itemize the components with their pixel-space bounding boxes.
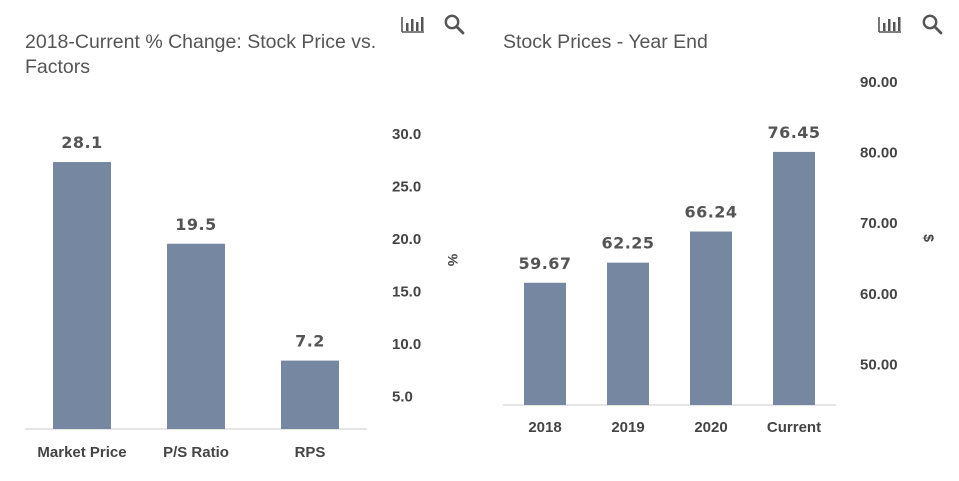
bar[interactable] (690, 231, 732, 405)
y-tick-label: 90.00 (860, 74, 898, 91)
x-tick-label: 2019 (611, 419, 644, 436)
chart-stock-prices: Stock Prices - Year End 59.67 62.25 66.24 7… (503, 14, 944, 436)
search-icon[interactable] (444, 14, 466, 36)
y-axis-label: % (445, 254, 461, 267)
bar[interactable] (281, 360, 339, 429)
y-tick-label: 50.00 (860, 356, 898, 373)
y-tick-label: 10.0 (392, 336, 421, 353)
data-label: 7.2 (295, 332, 325, 351)
search-icon[interactable] (922, 14, 944, 36)
bar[interactable] (167, 243, 225, 429)
data-label: 62.25 (601, 234, 654, 253)
bar[interactable] (524, 282, 566, 405)
x-tick-label: 2018 (528, 419, 561, 436)
data-label: 19.5 (175, 215, 216, 234)
y-tick-label: 20.0 (392, 231, 421, 248)
bar-chart-icon[interactable] (878, 14, 902, 36)
data-label: 59.67 (518, 254, 571, 273)
bar[interactable] (607, 262, 649, 405)
x-tick-label: 2020 (694, 419, 727, 436)
x-tick-label: RPS (295, 444, 326, 461)
data-label: 76.45 (767, 123, 820, 142)
chart-title-line2: Factors (25, 56, 90, 78)
y-tick-label: 30.0 (392, 126, 421, 143)
bar[interactable] (773, 151, 815, 405)
y-tick-label: 15.0 (392, 284, 421, 301)
x-tick-label: Current (767, 419, 821, 436)
data-label: 28.1 (61, 133, 102, 152)
y-tick-label: 70.00 (860, 215, 898, 232)
y-tick-label: 25.0 (392, 179, 421, 196)
y-tick-label: 80.00 (860, 145, 898, 162)
chart-percent-change: 2018-Current % Change: Stock Price vs. F… (25, 14, 466, 461)
y-tick-label: 5.0 (392, 389, 413, 406)
bar-chart-icon[interactable] (401, 14, 425, 36)
chart-title: 2018-Current % Change: Stock Price vs. (25, 31, 376, 53)
x-tick-label: P/S Ratio (163, 444, 229, 461)
y-axis-label: $ (921, 234, 937, 242)
data-label: 66.24 (684, 203, 737, 222)
x-tick-label: Market Price (37, 444, 126, 461)
bar[interactable] (53, 162, 111, 430)
chart-title: Stock Prices - Year End (503, 31, 708, 53)
y-tick-label: 60.00 (860, 286, 898, 303)
